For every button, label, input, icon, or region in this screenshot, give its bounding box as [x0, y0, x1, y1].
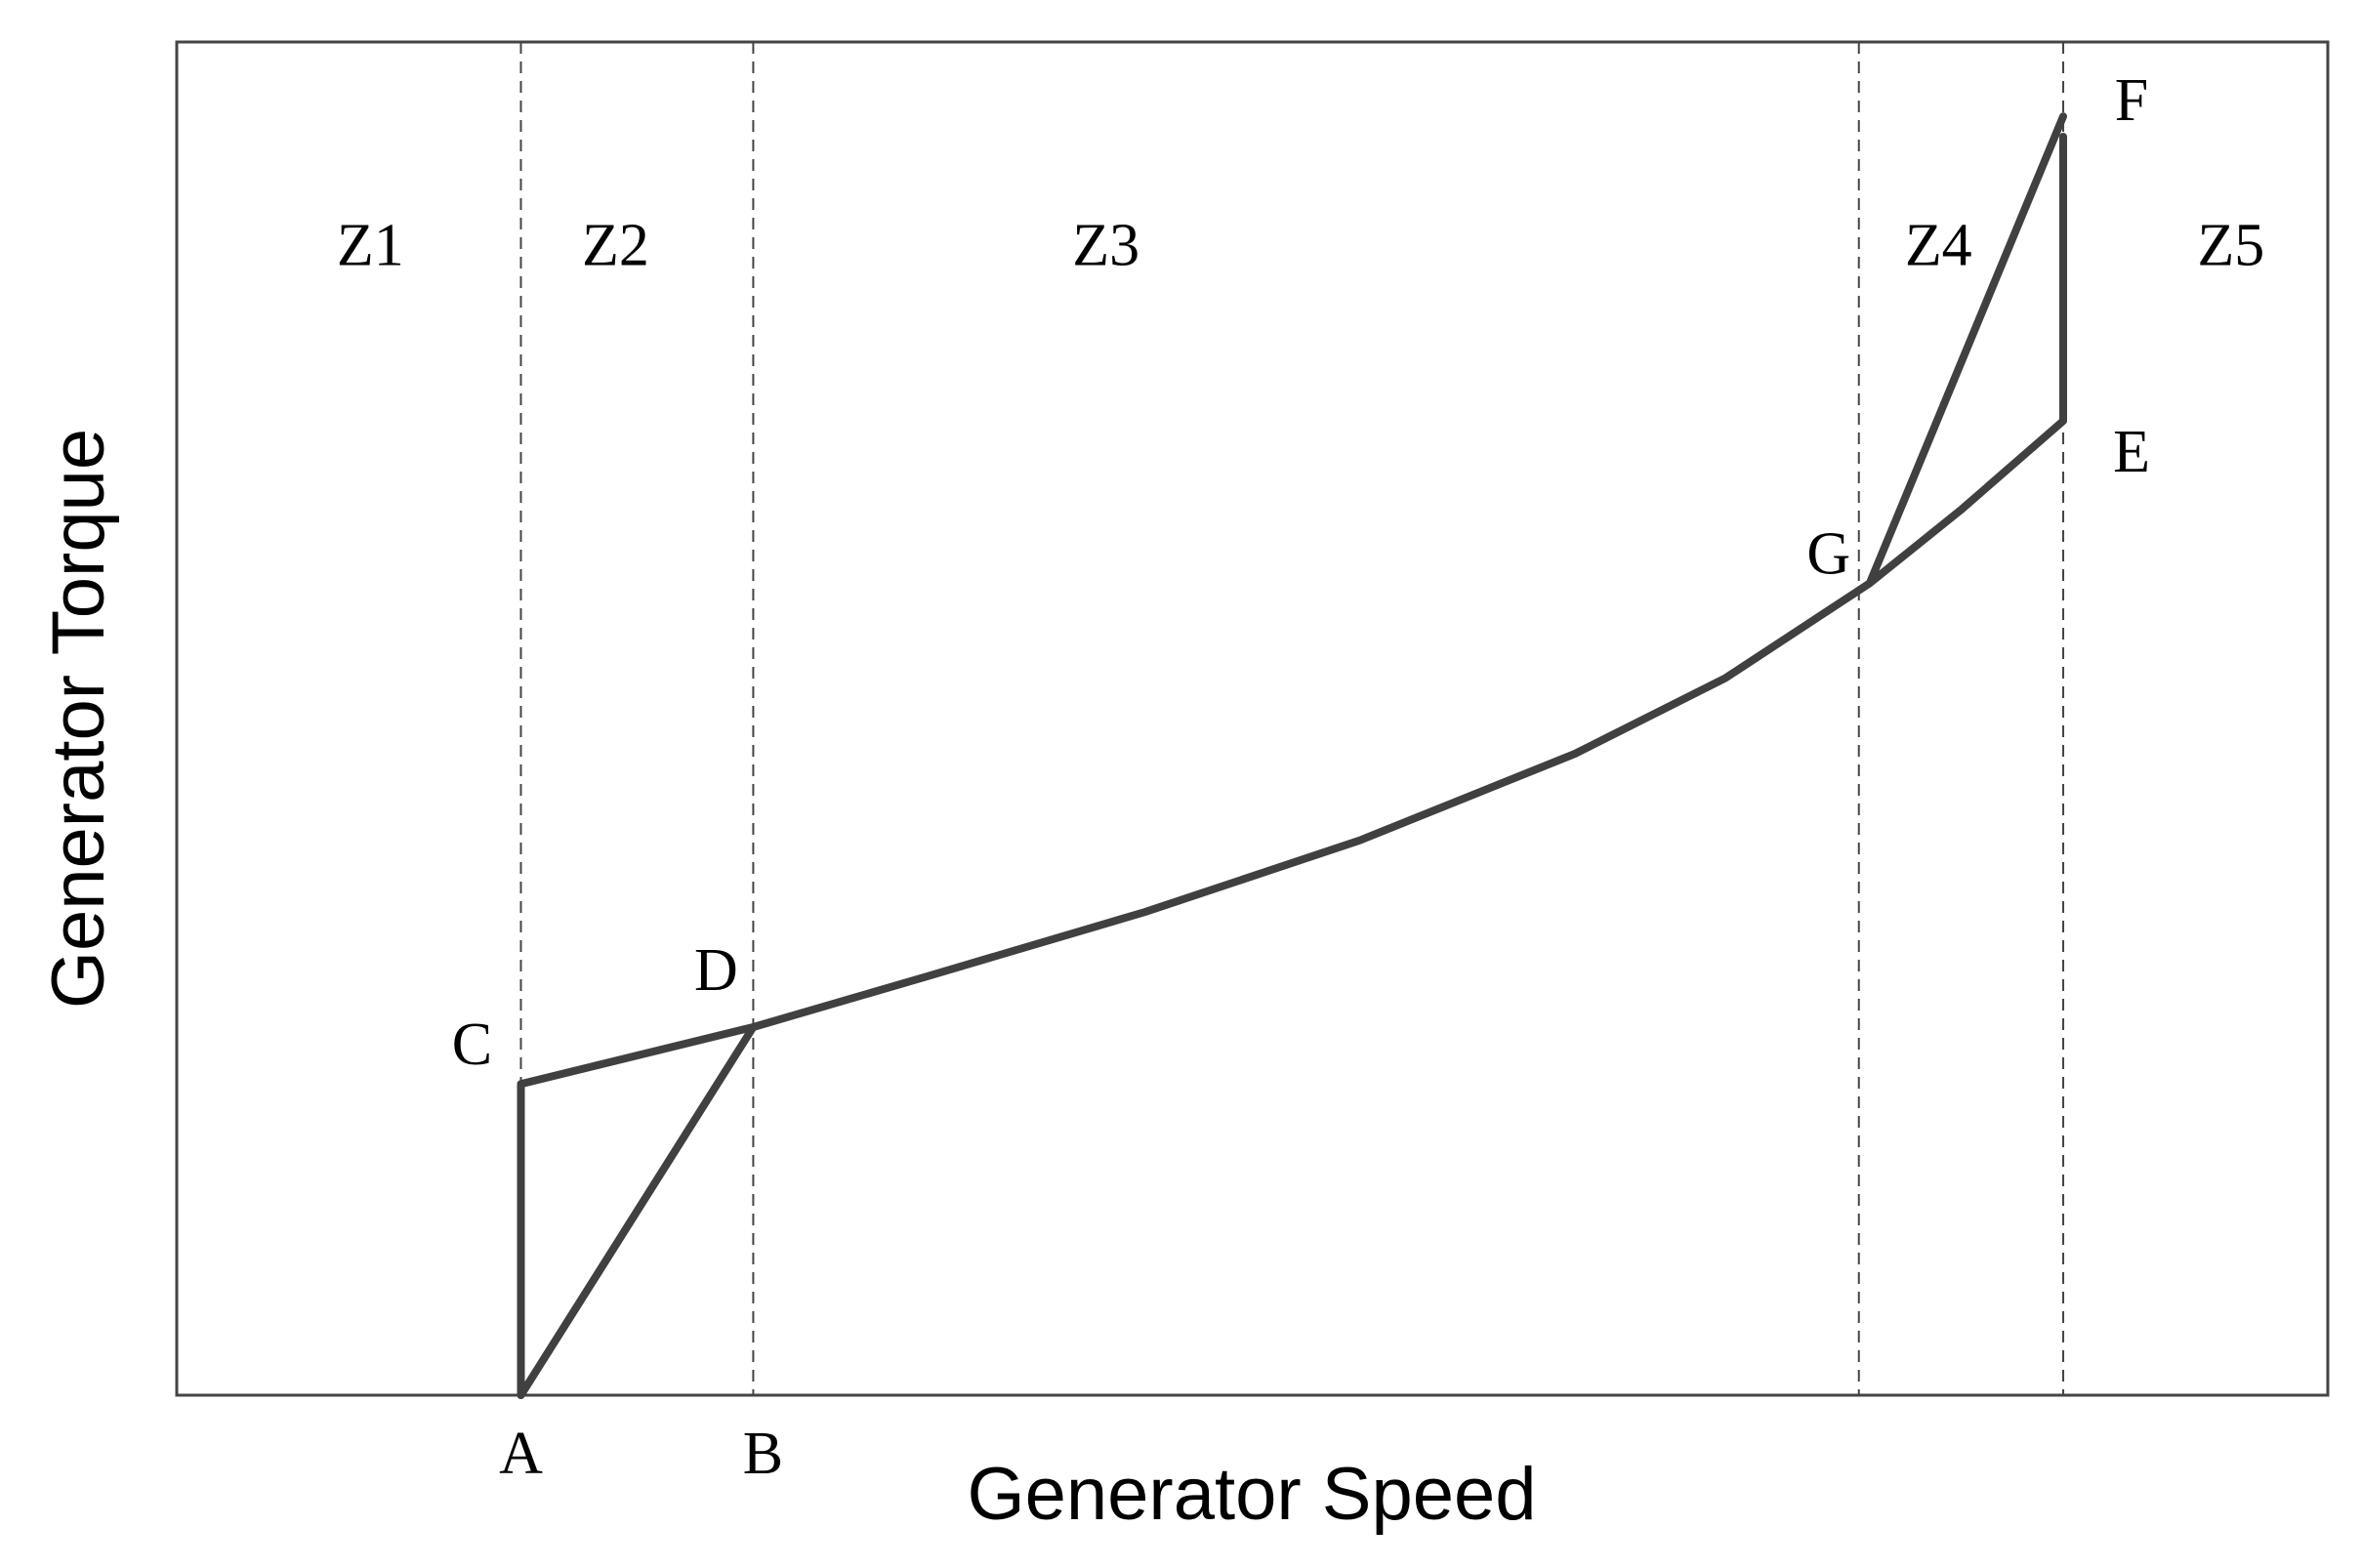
zone-label-z3: Z3: [1072, 213, 1139, 279]
zone-boundary-lines: [519, 42, 2065, 1395]
series-layer: [517, 112, 2067, 1399]
x-tick-label-b: B: [743, 1421, 783, 1487]
zone-label-z4: Z4: [1905, 213, 1972, 279]
series-line-3: [1865, 112, 2067, 588]
series-line-2: [517, 1023, 758, 1399]
x-tick-label-a: A: [499, 1421, 543, 1487]
point-label-c: C: [452, 1011, 492, 1078]
zone-label-z2: Z2: [582, 213, 649, 279]
zone-labels: Z1 Z2 Z3 Z4 Z5: [337, 213, 2264, 279]
point-label-g: G: [1806, 520, 1850, 587]
point-label-f: F: [2115, 67, 2148, 134]
series-line-1: [517, 133, 2067, 1399]
point-label-e: E: [2113, 419, 2150, 485]
zone-label-z1: Z1: [337, 213, 404, 279]
y-axis-title: Generator Torque: [37, 429, 120, 1009]
x-axis-title: Generator Speed: [967, 1453, 1536, 1536]
point-label-d: D: [694, 937, 738, 1004]
plot-frame: [175, 40, 2330, 1397]
point-labels: C D G E F: [452, 67, 2150, 1078]
zone-label-z5: Z5: [2197, 213, 2264, 279]
